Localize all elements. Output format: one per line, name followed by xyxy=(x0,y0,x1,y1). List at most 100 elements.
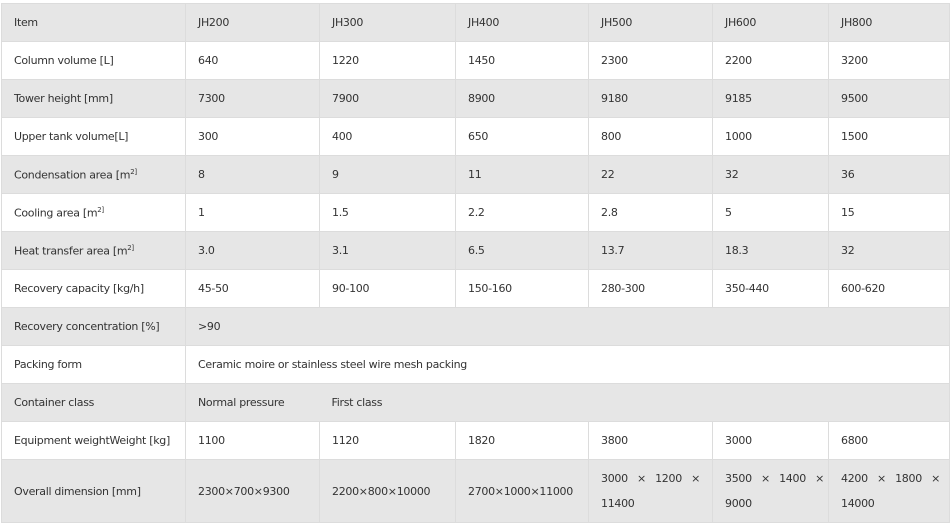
table-row: Tower height [mm] 7300 7900 8900 9180 9185 950… xyxy=(1,79,950,118)
row-label-text: Condensation area [m xyxy=(14,168,131,182)
table-cell: 1450 xyxy=(455,41,589,80)
table-cell: 800 xyxy=(588,117,713,156)
table-cell: 22 xyxy=(588,155,713,194)
row-label: Column volume [L] xyxy=(1,41,186,80)
row-label-text: Column volume [L] xyxy=(14,54,114,67)
table-cell: 1500 xyxy=(828,117,950,156)
table-cell: JH200 xyxy=(185,3,320,42)
table-cell: 400 xyxy=(319,117,456,156)
table-cell: Normal pressure xyxy=(185,383,320,422)
table-cell: 4200 × 1800 × 14000 xyxy=(828,459,950,523)
table-cell: 3000 × 1200 × 11400 xyxy=(588,459,713,523)
table-cell: 2700×1000×11000 xyxy=(455,459,589,523)
table-cell: 280-300 xyxy=(588,269,713,308)
table-cell: 7300 xyxy=(185,79,320,118)
table-row: Cooling area [m2] 1 1.5 2.2 2.8 5 15 xyxy=(1,193,950,232)
superscript: 2] xyxy=(97,205,104,214)
table-cell: 3.0 xyxy=(185,231,320,270)
row-label-text: Heat transfer area [m xyxy=(14,244,128,258)
table-cell: 1 xyxy=(185,193,320,232)
table-cell: 9 xyxy=(319,155,456,194)
table-cell: 1220 xyxy=(319,41,456,80)
row-label-text: Container class xyxy=(14,396,95,409)
table-row: Upper tank volume[L] 300 400 650 800 1000 1500 xyxy=(1,117,950,156)
table-cell: JH600 xyxy=(712,3,829,42)
table-cell: 2200×800×10000 xyxy=(319,459,456,523)
table-cell: Item xyxy=(1,3,186,42)
table-cell: JH800 xyxy=(828,3,950,42)
table-cell: 3.1 xyxy=(319,231,456,270)
table-cell: 2300×700×9300 xyxy=(185,459,320,523)
table-row: Equipment weightWeight [kg] 1100 1120 1820 3… xyxy=(1,421,950,460)
row-label: Condensation area [m2] xyxy=(1,155,186,194)
row-label: Container class xyxy=(1,383,186,422)
table-row: Recovery concentration [%] >90 xyxy=(1,307,950,346)
table-cell: 8900 xyxy=(455,79,589,118)
table-row: Container class Normal pressure First clas… xyxy=(1,383,950,422)
row-label: Equipment weightWeight [kg] xyxy=(1,421,186,460)
table-cell: 45-50 xyxy=(185,269,320,308)
table-cell: 2.8 xyxy=(588,193,713,232)
superscript: 2] xyxy=(127,243,134,252)
table-cell: 3200 xyxy=(828,41,950,80)
table-cell: 32 xyxy=(828,231,950,270)
row-label: Overall dimension [mm] xyxy=(1,459,186,523)
table-cell: 90-100 xyxy=(319,269,456,308)
table-cell: 32 xyxy=(712,155,829,194)
table-cell: 600-620 xyxy=(828,269,950,308)
table-cell: 150-160 xyxy=(455,269,589,308)
specifications-table: Item JH200 JH300 JH400 JH500 JH600 JH800 Column… xyxy=(1,3,950,523)
row-label: Recovery capacity [kg/h] xyxy=(1,269,186,308)
table-row: Heat transfer area [m2] 3.0 3.1 6.5 13.7 18.3… xyxy=(1,231,950,270)
table-cell: 8 xyxy=(185,155,320,194)
table-cell: 3800 xyxy=(588,421,713,460)
table-cell: 350-440 xyxy=(712,269,829,308)
table-cell: 2300 xyxy=(588,41,713,80)
row-label-text: Cooling area [m xyxy=(14,206,98,220)
table-cell: First class xyxy=(319,383,950,422)
table-cell: 650 xyxy=(455,117,589,156)
row-label-text: Recovery concentration [%] xyxy=(14,320,160,333)
table-cell: 3500 × 1400 × 9000 xyxy=(712,459,829,523)
row-label-text: Upper tank volume[L] xyxy=(14,130,129,143)
table-cell: 2.2 xyxy=(455,193,589,232)
table-row: Condensation area [m2] 8 9 11 22 32 36 xyxy=(1,155,950,194)
table-row: Column volume [L] 640 1220 1450 2300 2200 3200 xyxy=(1,41,950,80)
table-cell: Ceramic moire or stainless steel wire me… xyxy=(185,345,950,384)
table-cell: 7900 xyxy=(319,79,456,118)
table-cell: 1000 xyxy=(712,117,829,156)
table-cell: 2200 xyxy=(712,41,829,80)
superscript: 2] xyxy=(130,167,137,176)
table-cell: 9180 xyxy=(588,79,713,118)
row-label-text: Packing form xyxy=(14,358,82,371)
table-cell: 640 xyxy=(185,41,320,80)
table-cell: 9500 xyxy=(828,79,950,118)
table-cell: 1820 xyxy=(455,421,589,460)
table-cell: JH300 xyxy=(319,3,456,42)
row-label: Tower height [mm] xyxy=(1,79,186,118)
row-label: Heat transfer area [m2] xyxy=(1,231,186,270)
row-label: Recovery concentration [%] xyxy=(1,307,186,346)
table-cell: 6.5 xyxy=(455,231,589,270)
table-cell: 5 xyxy=(712,193,829,232)
table-cell: 11 xyxy=(455,155,589,194)
row-label: Packing form xyxy=(1,345,186,384)
table-cell: 1.5 xyxy=(319,193,456,232)
table-cell: 15 xyxy=(828,193,950,232)
table-row: Overall dimension [mm] 2300×700×9300 2200×… xyxy=(1,459,950,523)
row-label: Cooling area [m2] xyxy=(1,193,186,232)
row-label-text: Overall dimension [mm] xyxy=(14,484,141,498)
table-cell: 300 xyxy=(185,117,320,156)
table-cell: 1100 xyxy=(185,421,320,460)
row-label-text: Recovery capacity [kg/h] xyxy=(14,282,144,295)
table-cell: 3000 xyxy=(712,421,829,460)
table-cell: >90 xyxy=(185,307,950,346)
row-label-text: Tower height [mm] xyxy=(14,92,113,105)
table-cell: 36 xyxy=(828,155,950,194)
table-row: Recovery capacity [kg/h] 45-50 90-100 150-1… xyxy=(1,269,950,308)
table-cell: 6800 xyxy=(828,421,950,460)
table-cell: 1120 xyxy=(319,421,456,460)
table-row: Packing form Ceramic moire or stainless s… xyxy=(1,345,950,384)
table-header-row: Item JH200 JH300 JH400 JH500 JH600 JH800 xyxy=(1,3,950,42)
row-label: Upper tank volume[L] xyxy=(1,117,186,156)
